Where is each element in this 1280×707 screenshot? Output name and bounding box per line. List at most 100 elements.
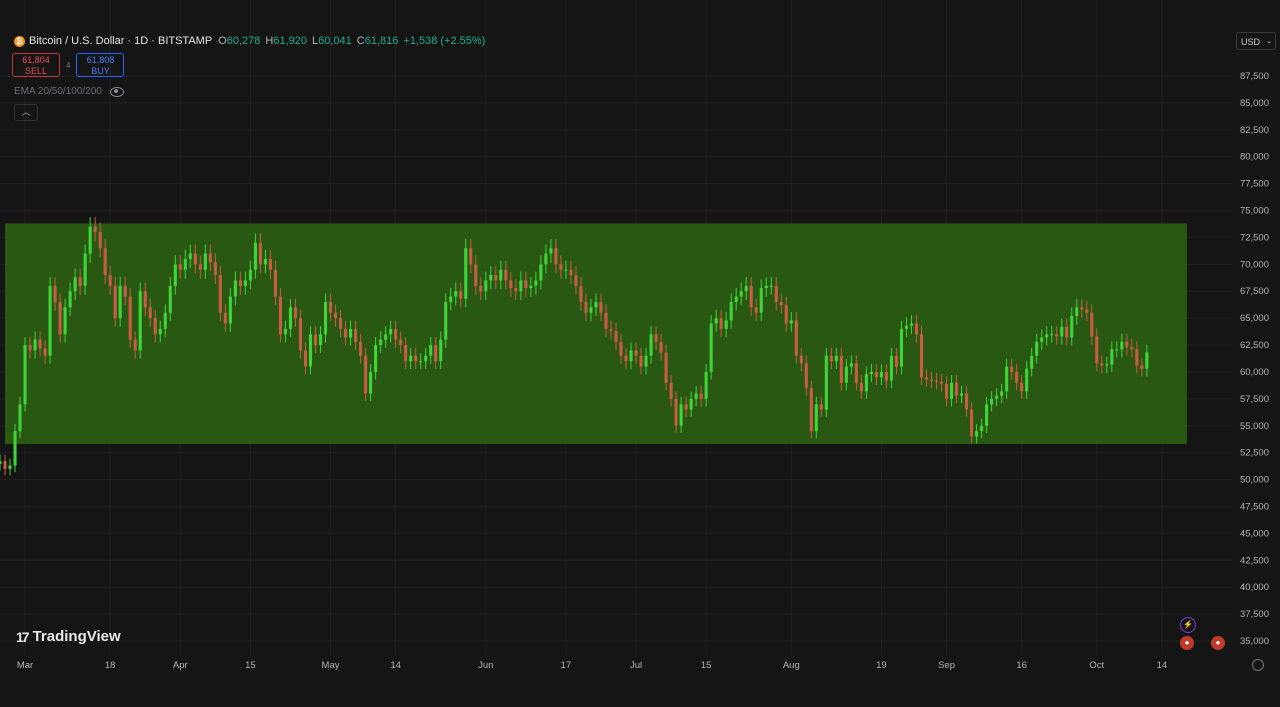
candle-body xyxy=(1115,349,1119,351)
candle-body xyxy=(18,404,22,432)
candle-body xyxy=(188,253,192,259)
candle-body xyxy=(584,302,588,313)
range-box xyxy=(5,223,1187,445)
candle-body xyxy=(609,328,613,332)
candle-body xyxy=(899,328,904,367)
y-tick-label: 35,000 xyxy=(1240,636,1269,647)
candle-body xyxy=(874,371,878,378)
candle-body xyxy=(709,323,713,372)
candle-body xyxy=(689,398,693,410)
y-tick-label: 52,500 xyxy=(1240,448,1269,459)
candle-body xyxy=(318,334,323,346)
buy-button[interactable]: 61,808 BUY xyxy=(76,53,125,77)
candle-body xyxy=(43,348,47,356)
candle-body xyxy=(554,248,558,265)
candle-body xyxy=(1130,347,1134,350)
y-tick-label: 65,000 xyxy=(1240,313,1269,324)
x-tick-label: Mar xyxy=(17,660,33,671)
candle-body xyxy=(879,371,883,378)
candle-body xyxy=(724,320,728,329)
candle-body xyxy=(569,269,573,276)
y-tick-label: 75,000 xyxy=(1240,206,1269,217)
candle-body xyxy=(414,355,418,362)
candle-body xyxy=(529,285,533,289)
x-tick-label: 14 xyxy=(390,660,401,671)
candle-body xyxy=(13,431,17,466)
y-tick-label: 67,500 xyxy=(1240,286,1269,297)
candle-body xyxy=(374,345,378,372)
candle-body xyxy=(604,312,608,329)
high-value: 61,920 xyxy=(273,35,307,47)
candle-body xyxy=(78,277,82,286)
x-tick-label: 15 xyxy=(701,660,712,671)
candle-body xyxy=(449,296,453,302)
candle-body xyxy=(183,258,187,270)
candle-body xyxy=(98,232,102,249)
y-tick-label: 87,500 xyxy=(1240,71,1269,82)
open-label: O xyxy=(218,35,227,47)
candle-body xyxy=(919,334,924,378)
settings-icon[interactable] xyxy=(1252,659,1264,671)
candle-body xyxy=(970,409,974,437)
candle-body xyxy=(108,275,112,286)
candle-body xyxy=(1065,326,1069,338)
candle-body xyxy=(694,393,698,399)
candle-body xyxy=(459,291,463,299)
candle-body xyxy=(674,398,678,426)
x-tick-label: 15 xyxy=(245,660,256,671)
candle-body xyxy=(844,366,848,383)
indicator-legend[interactable]: EMA 20/50/100/200 xyxy=(14,86,124,97)
change-value: +1,538 (+2.55%) xyxy=(403,35,486,47)
currency-label: USD xyxy=(1241,37,1261,47)
candle-body xyxy=(624,355,628,362)
candle-body xyxy=(539,264,543,281)
candle-body xyxy=(83,253,87,286)
x-tick-label: 18 xyxy=(105,660,116,671)
candle-body xyxy=(33,339,37,351)
candle-body xyxy=(619,341,623,356)
candle-body xyxy=(784,305,788,324)
tradingview-logo[interactable]: 17 TradingView xyxy=(16,628,121,645)
candle-body xyxy=(814,404,818,432)
candle-body xyxy=(854,363,858,383)
candle-body xyxy=(258,242,262,265)
trade-panel: 61,804 SELL 4 61,808 BUY xyxy=(12,53,125,77)
candle-body xyxy=(729,302,733,321)
chevron-down-icon: ⌄ xyxy=(1266,38,1272,45)
candle-body xyxy=(754,307,758,313)
y-tick-label: 37,500 xyxy=(1240,609,1269,620)
candle-body xyxy=(93,226,97,233)
us-flag-event-icon[interactable]: ● xyxy=(1180,636,1194,650)
candle-body xyxy=(283,328,288,335)
y-tick-label: 47,500 xyxy=(1240,501,1269,512)
candle-body xyxy=(163,312,167,329)
currency-selector[interactable]: USD ⌄ xyxy=(1236,32,1276,50)
candle-body xyxy=(278,296,283,335)
symbol-title[interactable]: Bitcoin / U.S. Dollar · 1D · BITSTAMP xyxy=(29,35,213,47)
candle-body xyxy=(559,264,563,270)
candle-body xyxy=(944,383,949,399)
candle-body xyxy=(479,285,483,292)
candle-body xyxy=(934,380,939,382)
chevron-up-icon[interactable]: ︿ xyxy=(14,104,38,121)
candle-body xyxy=(379,339,383,346)
candle-body xyxy=(929,379,934,381)
lightning-icon[interactable]: ⚡ xyxy=(1180,617,1196,633)
sell-button[interactable]: 61,804 SELL xyxy=(12,53,60,77)
us-flag-event-icon[interactable]: ● xyxy=(1211,636,1225,650)
candle-body xyxy=(574,275,578,286)
candle-body xyxy=(58,302,62,335)
candle-body xyxy=(949,382,954,399)
candle-body xyxy=(644,355,648,367)
y-tick-label: 62,500 xyxy=(1240,340,1269,351)
eye-icon[interactable] xyxy=(109,86,124,97)
candle-body xyxy=(960,393,964,396)
candle-body xyxy=(504,269,508,281)
candle-body xyxy=(439,339,443,362)
candle-body xyxy=(980,425,984,432)
candle-body xyxy=(1085,309,1089,313)
candle-body xyxy=(1095,336,1099,364)
candle-body xyxy=(1015,371,1019,383)
candle-body xyxy=(924,377,929,380)
